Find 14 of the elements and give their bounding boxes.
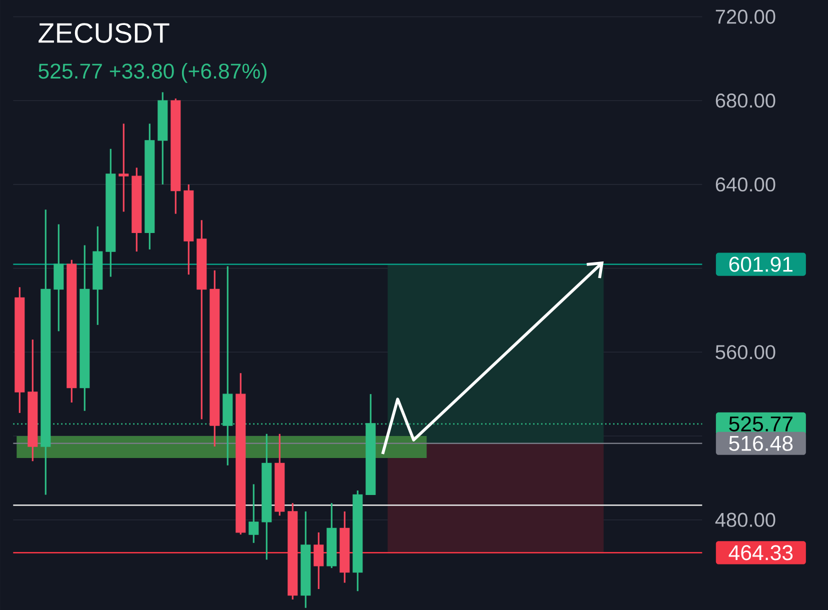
y-tick-label: 480.00 bbox=[715, 512, 776, 527]
text: 525.77 +33.80 (+6.87%) bbox=[38, 63, 266, 83]
y-tick-label: 680.00 bbox=[716, 94, 776, 108]
y-tick-label: 720.00 bbox=[716, 10, 776, 24]
ref-line-label: 601.91 bbox=[729, 256, 792, 272]
candlestick bbox=[248, 483, 259, 544]
text: ZECUSDT bbox=[38, 23, 170, 43]
ref-line-label: 516.48 bbox=[729, 436, 793, 451]
ref-line-label: 525.77 bbox=[729, 416, 792, 432]
candlestick bbox=[314, 532, 324, 590]
y-tick-label: 640.00 bbox=[716, 177, 776, 192]
ref-line-label: 464.33 bbox=[728, 545, 793, 560]
y-tick-label: 560.00 bbox=[716, 345, 776, 360]
candlestick bbox=[118, 122, 129, 213]
